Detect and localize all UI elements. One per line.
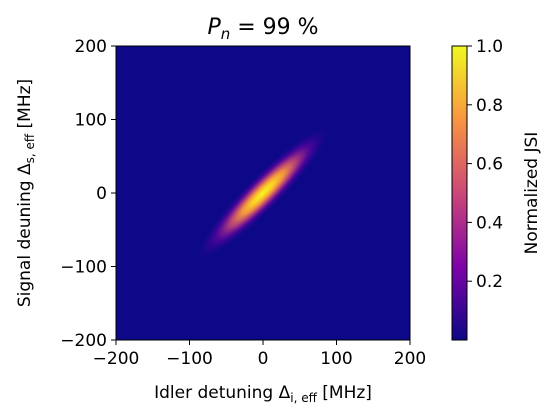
y-axis: −200 −100 0 100 200 [60,37,116,351]
colorbar-ticks: 0.2 0.4 0.6 0.8 1.0 [467,37,503,292]
colorbar-tick-label: 0.2 [476,272,503,292]
x-tick-label: −200 [93,349,140,369]
colorbar-label: Normalized JSI [522,132,542,255]
x-tick-label: 200 [394,349,426,369]
colorbar [451,45,468,341]
x-axis: −200 −100 0 100 200 [93,340,426,369]
x-axis-label: Idler detuning Δi, eff [MHz] [154,383,372,405]
y-axis-label: Signal deuning Δs, eff [MHz] [15,79,37,307]
y-tick-label: 0 [96,184,107,204]
y-tick-label: 200 [75,37,107,57]
x-tick-label: 100 [320,349,352,369]
colorbar-tick-label: 0.8 [476,96,503,116]
y-tick-label: 100 [75,111,107,131]
chart-title: Pn = 99 % [207,15,318,43]
y-tick-label: −200 [60,331,107,351]
colorbar-tick-label: 0.6 [476,155,503,175]
y-tick-label: −100 [60,258,107,278]
colorbar-tick-label: 0.4 [476,213,503,233]
jsi-distribution [196,126,330,260]
x-tick-label: −100 [166,349,213,369]
colorbar-tick-label: 1.0 [476,37,503,57]
plot-area [116,46,410,340]
x-tick-label: 0 [258,349,269,369]
